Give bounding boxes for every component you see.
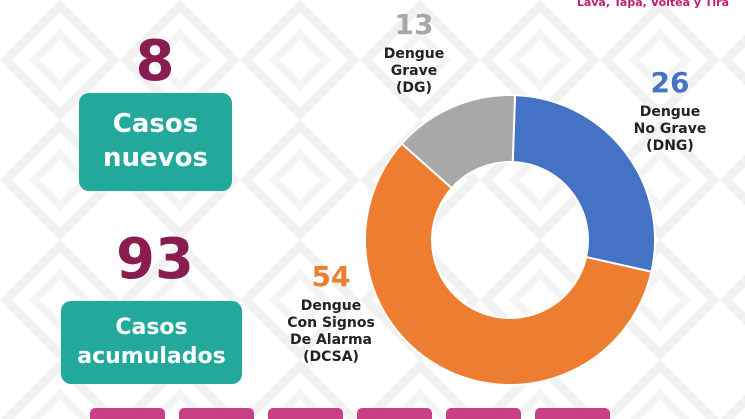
total-cases-box: Casos acumulados [61, 301, 242, 384]
slice-dng [511, 94, 656, 273]
slice-value-dng: 26 [651, 66, 690, 99]
slice-dcsa [364, 142, 653, 386]
campaign-tagline: Lava, Tapa, Voltea y Tira [576, 0, 729, 9]
new-cases-count: 8 [135, 29, 175, 94]
slice-dg [400, 94, 517, 190]
slice-label-dg-line1: Dengue [384, 46, 445, 62]
total-cases-label-line2: acumulados [77, 343, 226, 369]
slice-label-dng-line2: No Grave [634, 121, 707, 137]
bottom-decoration [90, 408, 610, 419]
slice-value-dcsa: 54 [312, 260, 351, 293]
slice-label-dcsa-line4: (DCSA) [303, 349, 359, 365]
slice-label-dg-line3: (DG) [396, 80, 432, 96]
slice-label-dng-line1: Dengue [640, 104, 701, 120]
new-cases-label-line1: Casos [112, 109, 199, 140]
slice-label-dcsa-line1: Dengue [301, 298, 362, 314]
slice-value-dg: 13 [395, 8, 434, 41]
slice-label-dcsa-line3: De Alarma [290, 332, 372, 348]
total-cases-count: 93 [116, 227, 194, 292]
total-cases-label-line1: Casos [115, 314, 188, 340]
new-cases-label-line2: nuevos [103, 143, 208, 173]
new-cases-box: Casos nuevos [79, 93, 232, 191]
slice-label-dng-line3: (DNG) [646, 138, 694, 154]
slice-label-dcsa-line2: Con Signos [287, 315, 375, 331]
slice-label-dg-line2: Grave [391, 63, 437, 79]
